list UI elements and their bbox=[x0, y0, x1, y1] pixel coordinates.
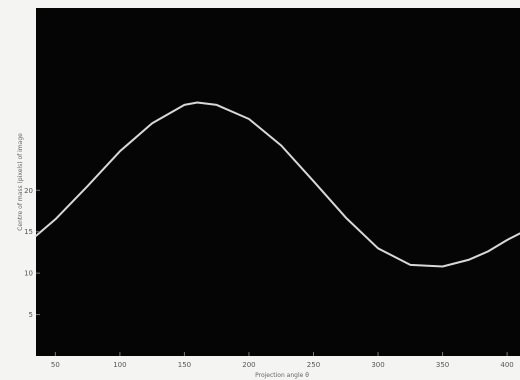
x-axis-label: Projection angle θ bbox=[255, 372, 309, 379]
x-tick-label: 100 bbox=[113, 361, 126, 369]
x-tick-label: 50 bbox=[51, 361, 60, 369]
y-tick-label: 15 bbox=[24, 228, 33, 236]
x-tick-label: 150 bbox=[178, 361, 191, 369]
y-tick-label: 10 bbox=[24, 270, 33, 278]
y-tick-label: 5 bbox=[29, 311, 33, 319]
y-axis-label: Centre of mass (pixels) of image bbox=[17, 133, 24, 231]
x-tick-label: 400 bbox=[500, 361, 513, 369]
x-tick-label: 200 bbox=[242, 361, 255, 369]
x-tick-label: 300 bbox=[371, 361, 384, 369]
x-tick-label: 350 bbox=[436, 361, 449, 369]
x-tick-label: 250 bbox=[307, 361, 320, 369]
y-tick-label: 20 bbox=[24, 187, 33, 195]
plot-area bbox=[36, 8, 520, 356]
